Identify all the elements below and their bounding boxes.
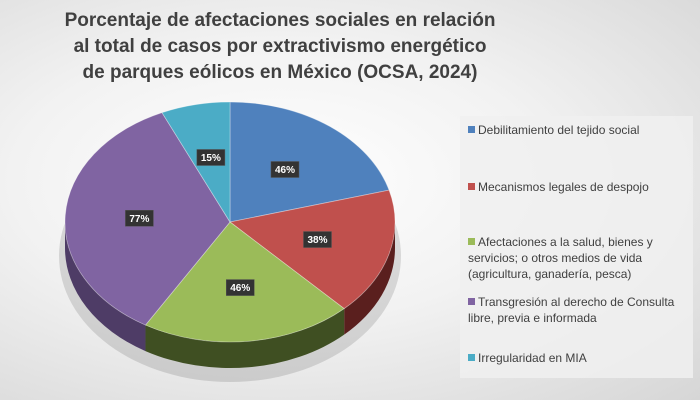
- legend-label: Transgresión al derecho de Consulta libr…: [468, 295, 675, 325]
- legend-swatch: [468, 183, 475, 190]
- data-label-4: 15%: [196, 149, 226, 166]
- pie-slice-0[interactable]: [229, 101, 390, 223]
- data-label-2: 46%: [226, 279, 255, 296]
- legend-item-2[interactable]: Afectaciones a la salud, bienes y servic…: [468, 234, 690, 282]
- legend-label: Debilitamiento del tejido social: [478, 123, 640, 137]
- legend-swatch: [468, 354, 475, 361]
- data-label-0: 46%: [270, 161, 300, 178]
- legend-swatch: [468, 238, 475, 245]
- chart-title: Porcentaje de afectaciones sociales en r…: [64, 10, 496, 83]
- pie-side-3: [65, 222, 146, 352]
- legend-label: Mecanismos legales de despojo: [478, 180, 649, 194]
- data-label-1: 38%: [303, 231, 332, 248]
- pie-side-1: [344, 222, 395, 335]
- legend-swatch: [468, 298, 475, 305]
- legend-swatch: [468, 126, 475, 133]
- pie-slice-1[interactable]: [229, 189, 396, 310]
- data-label-text: 46%: [230, 283, 250, 294]
- pie-side-2: [145, 308, 345, 368]
- legend-item-0[interactable]: Debilitamiento del tejido social: [468, 122, 690, 138]
- legend-label: Irregularidad en MIA: [478, 351, 587, 365]
- legend-item-4[interactable]: Irregularidad en MIA: [468, 350, 690, 366]
- data-label-text: 46%: [275, 165, 295, 176]
- pie-chart: 46% 38% 46% 77% 15%: [59, 101, 401, 382]
- data-label-3: 77%: [125, 210, 154, 227]
- data-label-text: 77%: [129, 214, 149, 225]
- data-label-text: 15%: [201, 153, 221, 164]
- legend: Debilitamiento del tejido social Mecanism…: [460, 116, 693, 378]
- legend-item-1[interactable]: Mecanismos legales de despojo: [468, 179, 690, 195]
- data-label-text: 38%: [307, 235, 327, 246]
- pie-slice-4[interactable]: [161, 101, 231, 224]
- legend-item-3[interactable]: Transgresión al derecho de Consulta libr…: [468, 294, 690, 326]
- legend-label: Afectaciones a la salud, bienes y servic…: [468, 235, 653, 281]
